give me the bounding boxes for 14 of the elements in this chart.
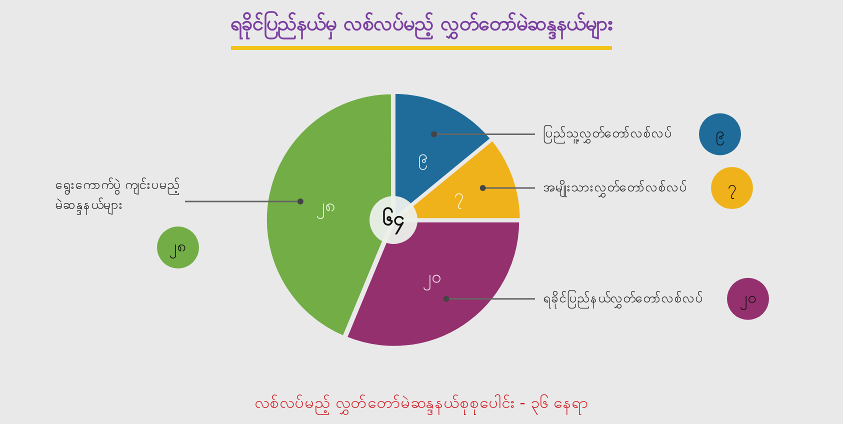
slice-label: ရွေးကောက်ပွဲ ကျင်းပမည့် မဲဆန္ဒနယ်များ: [55, 176, 180, 215]
slice-label: အမျိုးသားလွှတ်တော်လစ်လပ်: [543, 179, 687, 198]
text: လစ်လပ်မည့် လွှတ်တော်မဲဆန္ဒနယ်စုစုပေါင်း - ၃၆ နေရာ: [253, 392, 590, 416]
data-label: ၂၀: [422, 266, 442, 291]
slice-label: ပြည်သူ့လွှတ်တော်လစ်လပ်: [543, 124, 672, 144]
data-label: ၂၈: [316, 195, 335, 220]
text: ၆၄: [382, 206, 404, 236]
slice-label: ရခိုင်ပြည်နယ်လွှတ်တော်လစ်လပ်: [543, 289, 703, 308]
data-label: ၉: [418, 146, 428, 170]
data-label: ၇: [454, 185, 464, 210]
text: ၂၈: [169, 236, 187, 256]
text: ၇: [728, 177, 736, 196]
text: ၂၀: [740, 288, 756, 308]
chart-title: ရခိုင်ပြည်နယ်မှ လစ်လပ်မည့် လွှတ်တော်မဲဆန္ဒနယ်များ: [230, 10, 612, 50]
